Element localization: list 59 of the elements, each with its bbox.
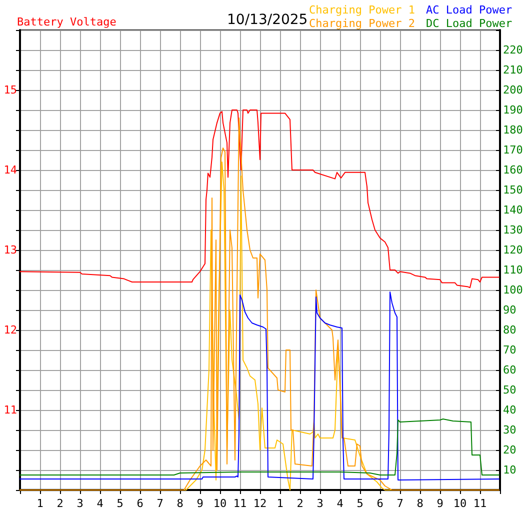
y-tick-label: 12: [4, 324, 17, 336]
y2-tick-label: 130: [503, 224, 523, 236]
x-tick-label: 9: [436, 497, 444, 510]
x-tick-label: 3: [76, 497, 84, 510]
x-tick-label: 2: [296, 497, 304, 510]
chart-title: 10/13/2025: [227, 12, 308, 28]
text: Charging Power 1: [309, 4, 415, 16]
x-tick-label: 3: [316, 497, 324, 510]
x-tick-label: 4: [96, 497, 104, 510]
y2-tick-label: 80: [503, 324, 516, 336]
x-tick-label: 11: [473, 497, 487, 510]
y2-tick-label: 50: [503, 384, 516, 396]
text: AC Load Power: [426, 4, 512, 16]
x-tick-label: 6: [376, 497, 384, 510]
line-series: [20, 110, 500, 288]
x-tick-label: 5: [356, 497, 364, 510]
x-tick-label: 8: [176, 497, 184, 510]
x-tick-label: 10: [453, 497, 467, 510]
y-tick-label: 15: [4, 84, 17, 96]
x-tick-label: 12: [253, 497, 267, 510]
y2-tick-label: 70: [503, 344, 516, 356]
y2-tick-label: 20: [503, 444, 516, 456]
x-tick-label: 4: [336, 497, 344, 510]
line-series: [20, 418, 500, 476]
y2-tick-label: 190: [503, 104, 523, 116]
y2-tick-label: 10: [503, 464, 516, 476]
y2-tick-label: 110: [503, 264, 523, 276]
y-tick-label: 14: [4, 164, 18, 176]
y2-tick-label: 40: [503, 404, 516, 416]
x-tick-label: 11: [233, 497, 247, 510]
y2-tick-label: 220: [503, 44, 523, 56]
line-series: [20, 292, 500, 480]
y2-tick-label: 140: [503, 204, 523, 216]
x-tick-label: 1: [36, 497, 44, 510]
x-tick-label: 7: [156, 497, 164, 510]
y2-tick-label: 210: [503, 64, 523, 76]
text: Battery Voltage: [17, 16, 116, 28]
x-tick-label: 7: [396, 497, 404, 510]
y2-tick-label: 180: [503, 124, 523, 136]
y2-tick-label: 90: [503, 304, 516, 316]
x-tick-label: 9: [196, 497, 204, 510]
y2-tick-label: 100: [503, 284, 523, 296]
text: DC Load Power: [426, 17, 512, 30]
y2-tick-label: 150: [503, 184, 523, 196]
x-tick-label: 10: [213, 497, 227, 510]
y2-tick-label: 170: [503, 144, 523, 156]
x-tick-label: 8: [416, 497, 424, 510]
y-tick-label: 11: [4, 404, 17, 416]
y2-tick-label: 120: [503, 244, 523, 256]
y2-tick-label: 200: [503, 84, 523, 96]
y2-tick-label: 60: [503, 364, 516, 376]
x-tick-label: 5: [116, 497, 124, 510]
x-tick-label: 6: [136, 497, 144, 510]
y2-tick-label: 30: [503, 424, 516, 436]
x-tick-label: 2: [56, 497, 64, 510]
y-tick-label: 13: [4, 244, 17, 256]
x-tick-label: 1: [276, 497, 284, 510]
text: Charging Power 2: [309, 17, 415, 30]
y2-tick-label: 160: [503, 164, 523, 176]
